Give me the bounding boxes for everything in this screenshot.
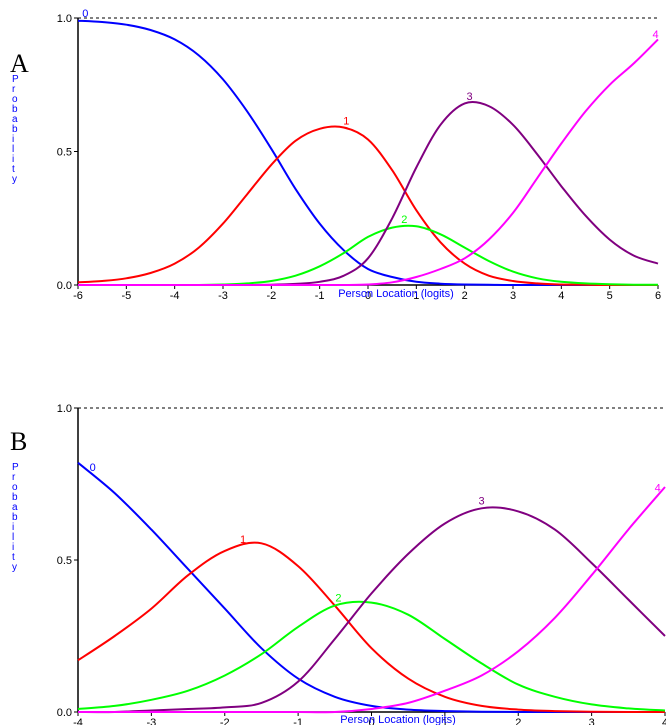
x-tick-label: 0 [365, 290, 371, 302]
x-tick-label: 6 [655, 290, 661, 302]
y-axis-label-letter: l [12, 144, 14, 155]
y-axis-label-letter: b [12, 124, 18, 135]
series-line-3 [77, 506, 666, 714]
y-axis-label-letter: o [12, 482, 18, 493]
series-label-4: 4 [655, 483, 661, 495]
panel-b-label: B [10, 427, 27, 456]
panel-a-y-ticks: 0.0 0.5 1.0 [57, 13, 78, 292]
y-tick-label: 0.0 [57, 280, 72, 292]
y-axis-label-letter: y [12, 562, 17, 573]
x-tick-label: 3 [510, 290, 516, 302]
x-tick-label: 3 [589, 717, 595, 725]
y-axis-label-letter: a [12, 114, 18, 125]
panel-a-label: A [10, 49, 29, 78]
x-tick-label: -4 [170, 290, 180, 302]
series-line-4 [78, 38, 659, 287]
y-axis-label-letter: b [12, 492, 18, 503]
series-line-0 [77, 19, 658, 286]
y-axis-label-letter: a [12, 502, 18, 513]
series-label-3: 3 [466, 91, 472, 103]
panel-b-y-ticks: 0.0 0.5 1.0 [57, 403, 78, 719]
y-axis-label-letter: i [12, 542, 14, 553]
series-label-0: 0 [82, 8, 88, 20]
series-line-0 [77, 461, 665, 714]
y-axis-label-letter: P [12, 462, 19, 473]
y-axis-label-letter: P [12, 74, 19, 85]
y-axis-label-letter: i [12, 134, 14, 145]
panel-a-curve-labels: 0 1 2 3 4 [82, 8, 658, 226]
series-line-1 [77, 541, 666, 714]
y-axis-label-letter: y [12, 174, 17, 185]
x-tick-label: -6 [73, 290, 83, 302]
x-tick-label: 5 [607, 290, 613, 302]
y-axis-label-letter: o [12, 94, 18, 105]
x-tick-label: 2 [515, 717, 521, 725]
series-label-0: 0 [90, 462, 96, 474]
y-axis-label-letter: i [12, 522, 14, 533]
series-label-4: 4 [653, 29, 659, 41]
y-axis-label-letter: l [12, 532, 14, 543]
x-tick-label: 2 [462, 290, 468, 302]
series-label-3: 3 [479, 495, 485, 507]
x-tick-label: 4 [558, 290, 564, 302]
x-tick-label: -3 [146, 717, 156, 725]
x-tick-label: -3 [218, 290, 228, 302]
y-axis-label-letter: b [12, 104, 18, 115]
y-tick-label: 0.0 [57, 707, 72, 719]
y-axis-label-letter: t [12, 552, 15, 563]
x-tick-label: 4 [662, 717, 666, 725]
panel-b-curve-labels: 0 1 2 3 4 [90, 462, 661, 604]
y-axis-label-letter: t [12, 164, 15, 175]
y-tick-label: 0.5 [57, 147, 72, 159]
x-tick-label: -1 [315, 290, 325, 302]
series-label-1: 1 [343, 116, 349, 128]
series-line-2 [78, 224, 659, 287]
x-tick-label: -2 [220, 717, 230, 725]
y-axis-label-letter: r [12, 84, 16, 95]
series-label-1: 1 [240, 534, 246, 546]
y-axis-label-letter: i [12, 154, 14, 165]
y-axis-label-letter: r [12, 472, 16, 483]
panel-a-curves [77, 19, 659, 287]
series-line-2 [77, 600, 666, 712]
x-tick-label: 1 [442, 717, 448, 725]
y-tick-label: 1.0 [57, 13, 72, 25]
y-tick-label: 0.5 [57, 555, 72, 567]
x-tick-label: -1 [293, 717, 303, 725]
x-tick-label: 0 [368, 717, 374, 725]
panel-a-x-axis-label: Person Location (logits) [338, 288, 454, 300]
x-tick-label: -2 [266, 290, 276, 302]
series-label-2: 2 [335, 592, 341, 604]
x-tick-label: 1 [413, 290, 419, 302]
series-line-1 [77, 125, 658, 286]
x-tick-label: -4 [73, 717, 83, 725]
y-tick-label: 1.0 [57, 403, 72, 415]
panel-b-x-axis-label: Person Location (logits) [340, 714, 456, 725]
x-tick-label: -5 [121, 290, 131, 302]
y-axis-label-letter: b [12, 512, 18, 523]
panel-b-curves [77, 461, 666, 714]
series-label-2: 2 [401, 214, 407, 226]
series-line-4 [78, 486, 666, 714]
